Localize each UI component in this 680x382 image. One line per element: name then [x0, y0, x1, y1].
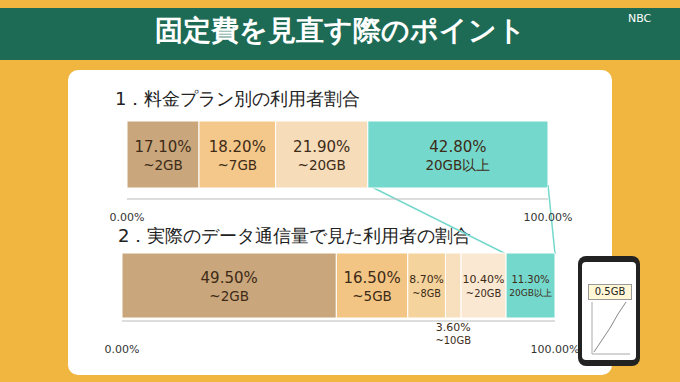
svg-text:~2GB: ~2GB [209, 288, 249, 304]
svg-text:~10GB: ~10GB [435, 335, 471, 346]
svg-text:~8GB: ~8GB [412, 288, 441, 299]
html-text:NBC: NBC [628, 12, 652, 25]
svg-text:21.90%: 21.90% [293, 138, 350, 156]
svg-text:10.40%: 10.40% [463, 273, 505, 286]
svg-text:100.00%: 100.00% [531, 343, 580, 356]
svg-text:~5GB: ~5GB [352, 288, 392, 304]
html-text:2．実際のデータ通信量で見た利用者の割合: 2．実際のデータ通信量で見た利用者の割合 [118, 225, 472, 246]
svg-text:~20GB: ~20GB [466, 288, 502, 299]
svg-text:49.50%: 49.50% [201, 269, 258, 287]
svg-text:20GB以上: 20GB以上 [425, 157, 490, 173]
svg-text:3.60%: 3.60% [436, 321, 471, 334]
svg-text:20GB以上: 20GB以上 [509, 288, 552, 298]
html-text:0.5GB: 0.5GB [594, 286, 626, 297]
svg-text:42.80%: 42.80% [429, 138, 486, 156]
svg-text:100.00%: 100.00% [524, 211, 573, 224]
svg-text:~20GB: ~20GB [298, 157, 346, 173]
svg-text:~2GB: ~2GB [143, 157, 183, 173]
html-text:1．料金プラン別の利用者割合: 1．料金プラン別の利用者割合 [115, 88, 361, 109]
svg-text:~7GB: ~7GB [217, 157, 257, 173]
svg-text:0.00%: 0.00% [105, 343, 140, 356]
svg-text:0.00%: 0.00% [110, 211, 145, 224]
svg-text:8.70%: 8.70% [409, 273, 444, 286]
svg-text:17.10%: 17.10% [134, 138, 191, 156]
html-text:固定費を見直す際のポイント: 固定費を見直す際のポイント [154, 14, 526, 47]
svg-text:18.20%: 18.20% [209, 138, 266, 156]
svg-text:16.50%: 16.50% [343, 269, 400, 287]
svg-text:11.30%: 11.30% [511, 274, 549, 285]
